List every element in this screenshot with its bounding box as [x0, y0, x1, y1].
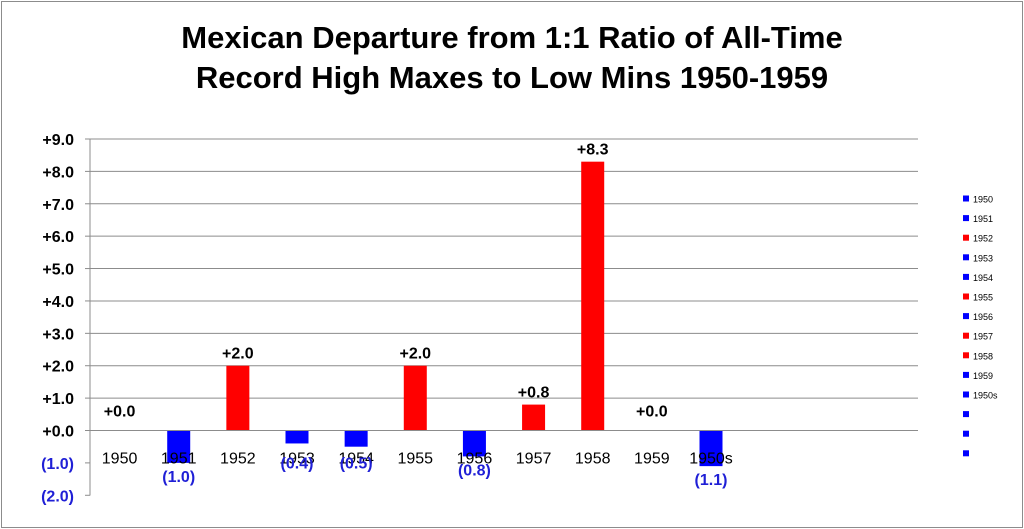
gridlines: [90, 138, 918, 399]
bar-1954: [344, 430, 368, 447]
data-label-1956: (0.8): [458, 462, 491, 479]
bar-1951: [167, 430, 191, 463]
x-tick-label-1959: 1959: [634, 451, 670, 468]
chart-title-line-1: Mexican Departure from 1:1 Ratio of All-…: [181, 20, 843, 55]
x-tick-label-1958: 1958: [575, 451, 611, 468]
bar-1953: [285, 430, 309, 444]
legend: 1950 1951 1952 1953 1954 1955 1956 1957 1958 1959…: [963, 195, 998, 457]
legend-swatch: [963, 411, 969, 418]
y-tick-label: +9.0: [42, 132, 74, 149]
bar-1958: [581, 161, 605, 431]
y-tick-label: +5.0: [42, 262, 74, 279]
data-labels: +0.0 (1.0) +2.0 (0.4) (0.5) +2.0 (0.8) +0.8 +8.3…: [104, 142, 728, 489]
data-label-1957: +0.8: [518, 385, 550, 402]
y-tick-label: (1.0): [41, 456, 74, 473]
legend-label-1954: 1954: [973, 273, 993, 283]
legend-swatch: [963, 332, 969, 339]
data-label-1954: (0.5): [340, 456, 373, 473]
chart-title: Mexican Departure from 1:1 Ratio of All-…: [0, 18, 1024, 98]
legend-swatch: [963, 273, 969, 280]
legend-label-1951: 1951: [973, 214, 993, 224]
x-tick-label-1956: 1956: [457, 451, 493, 468]
bar-1957: [522, 404, 546, 431]
bar-1956: [462, 430, 486, 457]
legend-label-1956: 1956: [973, 312, 993, 322]
x-tick-label-1950s: 1950s: [689, 451, 733, 468]
data-label-1952: +2.0: [222, 346, 254, 363]
y-tick-label: +8.0: [42, 164, 74, 181]
y-tick-label: +1.0: [42, 391, 74, 408]
legend-swatch: [963, 293, 969, 300]
legend-swatch: [963, 352, 969, 359]
y-tick-label: +6.0: [42, 229, 74, 246]
x-tick-label-1954: 1954: [338, 451, 374, 468]
legend-swatch: [963, 371, 969, 378]
x-tick-label-1950: 1950: [102, 451, 138, 468]
x-tick-label-1953: 1953: [279, 451, 315, 468]
legend-swatch: [963, 313, 969, 320]
legend-label-1950s: 1950s: [973, 391, 998, 401]
y-tick-label: +2.0: [42, 359, 74, 376]
legend-label-1959: 1959: [973, 371, 993, 381]
y-tick-label: +7.0: [42, 197, 74, 214]
y-tick-label: +3.0: [42, 326, 74, 343]
data-label-1955: +2.0: [399, 346, 431, 363]
chart-title-line-2: Record High Maxes to Low Mins 1950-1959: [195, 60, 829, 95]
y-tick-label: +4.0: [42, 294, 74, 311]
y-tick-label: (2.0): [41, 488, 74, 505]
x-tick-label-1951: 1951: [161, 451, 197, 468]
data-label-1950: +0.0: [104, 404, 136, 421]
y-axis-tick-labels: +9.0 +8.0 +7.0 +6.0 +5.0 +4.0 +3.0 +2.0 +1.0 +0.0…: [41, 132, 74, 505]
legend-swatch: [963, 430, 969, 437]
legend-label-1952: 1952: [973, 234, 993, 244]
bar-1955: [403, 365, 427, 431]
legend-swatch: [963, 254, 969, 261]
x-tick-label-1952: 1952: [220, 451, 256, 468]
x-axis-tick-labels: 1950 1951 1952 1953 1954 1955 1956 1957 1958 1959…: [102, 451, 733, 468]
legend-swatch: [963, 215, 969, 222]
legend-swatch: [963, 234, 969, 241]
bars: [167, 161, 723, 467]
legend-label-1958: 1958: [973, 351, 993, 361]
x-tick-label-1955: 1955: [397, 451, 433, 468]
legend-label-1953: 1953: [973, 253, 993, 263]
legend-label-1955: 1955: [973, 293, 993, 303]
x-tick-label-1957: 1957: [516, 451, 552, 468]
axes: [85, 138, 918, 496]
legend-swatch: [963, 450, 969, 457]
legend-label-1957: 1957: [973, 332, 993, 342]
y-tick-label: +0.0: [42, 424, 74, 441]
bar-1952: [226, 365, 250, 431]
data-label-1950s: (1.1): [695, 472, 728, 489]
legend-swatch: [963, 391, 969, 398]
data-label-1959: +0.0: [636, 404, 668, 421]
bar-1950s: [699, 430, 723, 467]
legend-swatch: [963, 195, 969, 202]
data-label-1958: +8.3: [577, 142, 609, 159]
data-label-1953: (0.4): [281, 456, 314, 473]
data-label-1951: (1.0): [162, 469, 195, 486]
legend-label-1950: 1950: [973, 195, 993, 205]
